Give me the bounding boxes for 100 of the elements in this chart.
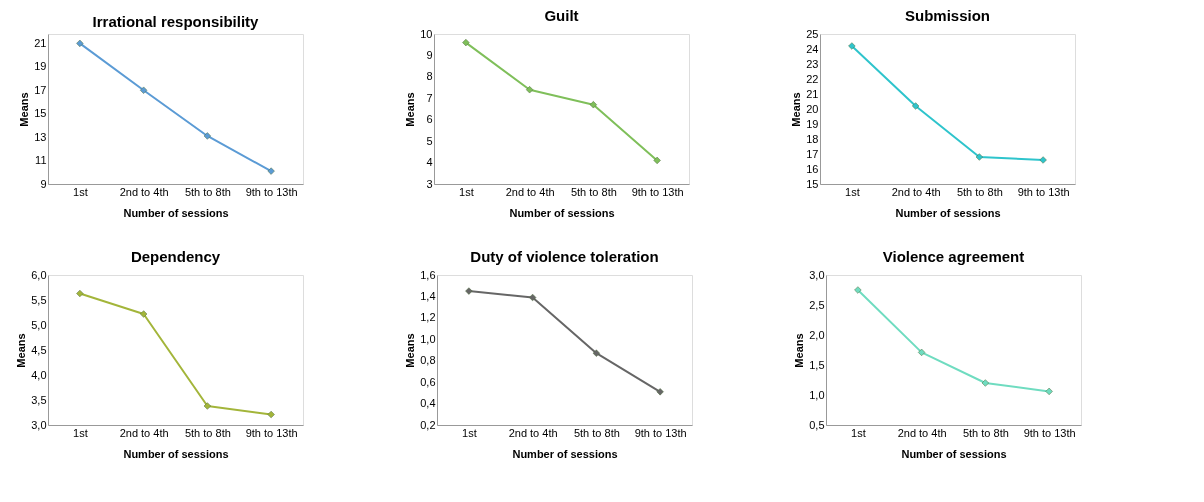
x-tick-label: 5th to 8th [570,185,617,198]
point [529,293,537,302]
point [1045,387,1053,395]
y-tick-label: 9 [40,177,47,190]
y-tick-label: 17 [34,83,47,96]
x-axis-title: Number of sessions [123,206,229,219]
y-tick-label: 3,5 [31,393,47,406]
x-axis-title: Number of sessions [512,447,618,460]
point [140,86,148,94]
y-tick-label: 4,0 [31,368,47,381]
point [975,153,983,161]
point [76,289,84,298]
y-tick-label: 2,0 [809,328,825,341]
y-tick-label: 0,2 [420,418,436,431]
chart-title: Submission [904,7,991,24]
point [1039,156,1047,164]
y-tick-label: 10 [420,27,433,40]
x-tick-label: 2nd to 4th [119,426,169,439]
y-tick-label: 19 [34,60,47,73]
y-tick-label: 3,0 [31,418,47,431]
y-tick-label: 20 [806,102,819,115]
y-tick-label: 2,5 [809,298,825,311]
y-axis-title: Means [790,92,803,127]
y-axis-title: Means [793,333,806,368]
y-tick-label: 23 [806,57,819,70]
x-axis-title: Number of sessions [123,447,229,460]
y-tick-label: 3 [426,177,433,190]
x-tick-label: 5th to 8th [184,185,231,198]
y-tick-label: 0,6 [420,375,436,388]
x-tick-label: 1st [845,185,860,198]
chart-title: Guilt [544,7,579,24]
x-axis-title: Number of sessions [901,447,1007,460]
x-tick-label: 5th to 8th [184,426,231,439]
y-tick-label: 3,0 [809,268,825,281]
y-tick-label: 21 [34,36,47,49]
y-axis-title: Means [404,92,417,127]
y-tick-label: 5 [426,134,433,147]
chart-title: Dependency [130,248,221,265]
y-tick-label: 4 [426,156,433,169]
point [140,310,148,318]
point [848,42,856,50]
y-tick-label: 15 [806,177,819,190]
y-tick-label: 0,8 [420,354,436,367]
y-tick-label: 6 [426,113,433,126]
y-tick-label: 5,5 [31,293,47,306]
chart-title: Duty of violence toleration [470,248,659,265]
y-tick-label: 9 [426,48,433,61]
x-tick-label: 2nd to 4th [891,185,941,198]
point [918,348,926,356]
y-tick-label: 8 [426,70,433,83]
y-tick-label: 1,4 [420,289,436,302]
x-tick-label: 1st [73,426,88,439]
x-tick-label: 1st [459,185,474,198]
y-tick-label: 7 [426,91,433,104]
y-tick-label: 0,4 [420,397,436,410]
point [854,286,862,294]
point [589,101,597,109]
x-tick-label: 1st [462,426,477,439]
y-tick-label: 19 [806,117,819,130]
point [76,39,84,47]
chart-title: Irrational responsibility [92,13,260,30]
x-tick-label: 5th to 8th [956,185,1003,198]
x-tick-label: 9th to 13th [1017,185,1070,198]
x-tick-label: 2nd to 4th [508,426,558,439]
x-axis-title: Number of sessions [895,206,1001,219]
y-tick-label: 1,6 [420,268,436,281]
x-tick-label: 2nd to 4th [897,426,947,439]
point [653,156,661,165]
y-tick-label: 24 [806,42,819,55]
y-tick-label: 11 [35,154,47,167]
y-tick-label: 0,5 [809,418,825,431]
point [592,349,600,357]
y-tick-label: 1,2 [420,311,436,324]
x-tick-label: 9th to 13th [245,426,298,439]
x-tick-label: 5th to 8th [962,426,1009,439]
y-axis-title: Means [15,333,28,368]
point [981,379,989,387]
point [203,132,211,140]
y-tick-label: 21 [806,87,819,100]
y-tick-label: 15 [34,107,47,120]
y-tick-label: 17 [806,147,819,160]
y-axis-title: Means [404,333,417,368]
x-tick-label: 9th to 13th [631,185,684,198]
point [267,167,275,175]
y-tick-label: 18 [806,132,819,145]
x-tick-label: 2nd to 4th [505,185,555,198]
x-tick-label: 5th to 8th [573,426,620,439]
point [912,102,920,110]
point [526,86,534,94]
chart-title: Violence agreement [882,248,1025,265]
x-tick-label: 9th to 13th [634,426,687,439]
point [203,402,211,410]
x-tick-label: 9th to 13th [1023,426,1076,439]
y-tick-label: 4,5 [31,343,47,356]
y-tick-label: 1,5 [809,358,825,371]
point [267,410,275,419]
point [656,388,664,396]
y-tick-label: 16 [806,162,819,175]
y-tick-label: 13 [34,130,47,143]
point [462,38,470,47]
